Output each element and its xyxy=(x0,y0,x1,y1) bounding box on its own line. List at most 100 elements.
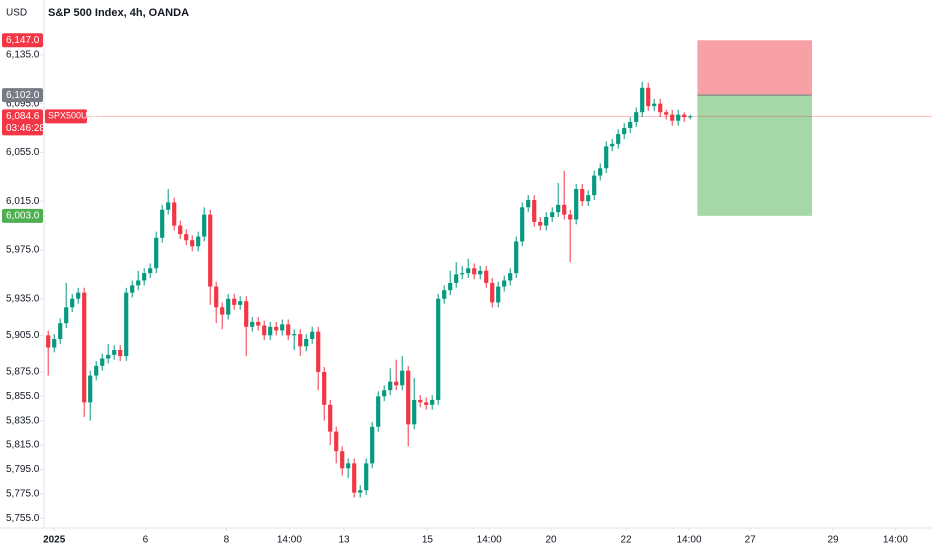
candle-body xyxy=(658,103,663,113)
price-label-box xyxy=(2,33,43,48)
candle-body xyxy=(352,463,357,493)
candle-body xyxy=(664,112,669,115)
candle-body xyxy=(688,116,693,118)
candle-body xyxy=(682,114,687,118)
candle-body xyxy=(64,307,69,324)
candle-body xyxy=(250,321,255,327)
candle-body xyxy=(262,325,267,336)
candle-body xyxy=(556,204,561,213)
candle-body xyxy=(148,268,153,274)
candle-body xyxy=(160,209,165,238)
symbol-tag: SPX500USD xyxy=(48,111,101,121)
x-tick-label: 27 xyxy=(745,535,757,546)
candle-body xyxy=(76,292,81,299)
price-label-box xyxy=(2,208,43,223)
candle-body xyxy=(478,270,483,275)
candle-body xyxy=(514,241,519,274)
candle-body xyxy=(532,199,537,222)
candle-body xyxy=(208,214,213,287)
candle-body xyxy=(436,298,441,400)
candle-body xyxy=(154,237,159,269)
candle-body xyxy=(472,268,477,275)
candle-body xyxy=(574,189,579,220)
candle-body xyxy=(310,331,315,339)
candle-body xyxy=(340,451,345,469)
candle-body xyxy=(118,349,123,357)
candle-body xyxy=(388,381,393,391)
candle-body xyxy=(94,365,99,376)
x-tick-label: 14:00 xyxy=(277,535,302,546)
symbol-tag-box xyxy=(45,109,87,124)
candle-body xyxy=(496,286,501,303)
x-tick-label: 6 xyxy=(143,535,149,546)
y-tick-label: 5,755.0 xyxy=(6,513,40,524)
price-label: 6,102.0 xyxy=(6,90,40,101)
candle-body xyxy=(322,371,327,405)
candle-body xyxy=(370,426,375,464)
candle-body xyxy=(226,298,231,315)
candle-body xyxy=(640,87,645,113)
candle-body xyxy=(538,221,543,226)
candle-body xyxy=(616,134,621,144)
candle-body xyxy=(376,396,381,427)
candle-body xyxy=(520,207,525,242)
y-tick-label: 5,855.0 xyxy=(6,391,40,402)
candle-body xyxy=(214,286,219,308)
candle-body xyxy=(394,381,399,386)
candle-body xyxy=(304,338,309,347)
candle-body xyxy=(652,103,657,107)
candle-body xyxy=(628,121,633,129)
x-tick-label: 14:00 xyxy=(883,535,908,546)
stop-zone xyxy=(697,40,812,96)
candle-body xyxy=(334,431,339,452)
candle-body xyxy=(298,334,303,347)
candle-body xyxy=(172,202,177,226)
candle-body xyxy=(448,282,453,291)
candle-body xyxy=(646,87,651,107)
candle-body xyxy=(178,225,183,235)
candle-body xyxy=(346,463,351,469)
candle-body xyxy=(232,298,237,305)
candle-body xyxy=(328,404,333,432)
currency-label[interactable]: USD xyxy=(6,8,27,19)
y-tick-label: 6,135.0 xyxy=(6,50,40,61)
candle-body xyxy=(400,370,405,386)
candle-body xyxy=(562,204,567,215)
y-tick-label: 5,815.0 xyxy=(6,440,40,451)
candle-body xyxy=(358,490,363,493)
candle-body xyxy=(202,214,207,237)
y-tick-label: 5,835.0 xyxy=(6,415,40,426)
candle-body xyxy=(526,199,531,208)
x-tick-label: 2025 xyxy=(43,535,66,546)
candle-body xyxy=(382,390,387,397)
candle-body xyxy=(430,399,435,405)
candle-body xyxy=(592,175,597,196)
price-label-box xyxy=(2,88,43,103)
y-tick-label: 6,015.0 xyxy=(6,196,40,207)
candle-body xyxy=(88,375,93,403)
x-tick-label: 22 xyxy=(620,535,632,546)
x-tick-label: 15 xyxy=(422,535,434,546)
candle-body xyxy=(508,273,513,281)
candle-body xyxy=(106,354,111,359)
y-tick-label: 5,775.0 xyxy=(6,488,40,499)
candle-body xyxy=(82,292,87,403)
candle-body xyxy=(544,217,549,226)
candle-body xyxy=(166,202,171,210)
candle-body xyxy=(58,323,63,339)
x-tick-label: 14:00 xyxy=(477,535,502,546)
candle-body xyxy=(550,212,555,218)
candle-body xyxy=(454,274,459,283)
candle-body xyxy=(46,335,51,348)
candle-body xyxy=(142,273,147,281)
candle-body xyxy=(274,326,279,331)
candle-body xyxy=(220,307,225,315)
candle-body xyxy=(502,280,507,287)
candle-body xyxy=(484,270,489,283)
x-tick-label: 14:00 xyxy=(676,535,701,546)
candle-body xyxy=(124,292,129,357)
y-tick-label: 6,055.0 xyxy=(6,147,40,158)
candle-body xyxy=(466,268,471,274)
candle-body xyxy=(418,399,423,403)
x-tick-label: 20 xyxy=(545,535,557,546)
